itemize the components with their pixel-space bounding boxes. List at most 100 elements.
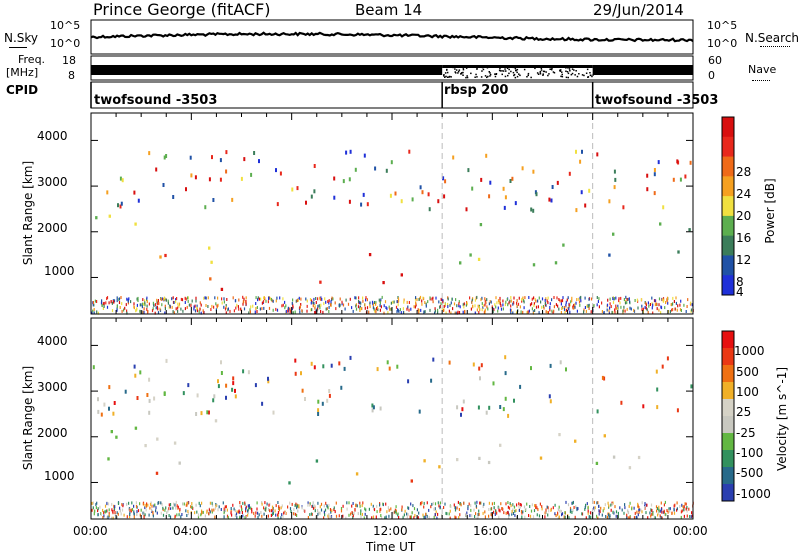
sparse-cell — [313, 189, 316, 194]
noise-cell — [105, 509, 107, 513]
noise-cell — [276, 296, 278, 300]
noise-cell — [312, 506, 315, 510]
noise-cell — [528, 296, 530, 299]
noise-cell — [257, 511, 259, 515]
noise-cell — [641, 510, 643, 514]
noise-cell — [612, 501, 614, 505]
noise-cell — [136, 513, 138, 517]
noise-cell — [230, 507, 232, 510]
noise-cell — [562, 296, 564, 300]
noise-cell — [537, 305, 539, 309]
noise-cell — [434, 507, 436, 511]
nave-dot — [448, 76, 450, 78]
noise-cell — [661, 510, 663, 514]
noise-cell — [300, 297, 302, 301]
noise-cell — [272, 507, 274, 511]
nave-dot — [585, 72, 588, 74]
sparse-cell — [479, 376, 481, 381]
noise-cell — [243, 297, 245, 301]
noise-cell — [289, 307, 291, 311]
noise-cell — [126, 311, 128, 315]
noise-cell — [483, 310, 485, 314]
noise-cell — [282, 297, 284, 301]
noise-cell — [287, 306, 289, 310]
noise-cell — [423, 505, 425, 509]
sparse-cell — [437, 199, 440, 204]
noise-cell — [586, 304, 588, 308]
nave-dot — [512, 71, 515, 74]
noise-cell — [104, 504, 107, 508]
noise-cell — [672, 302, 674, 306]
noise-cell — [278, 505, 280, 509]
data-cell — [382, 281, 385, 285]
sparse-cell — [330, 363, 333, 368]
noise-cell — [546, 299, 548, 303]
nave-dot — [508, 68, 510, 71]
noise-cell — [683, 514, 685, 518]
noise-cell — [330, 515, 333, 518]
noise-cell — [396, 310, 398, 314]
noise-cell — [95, 503, 97, 507]
noise-cell — [612, 296, 614, 300]
noise-cell — [410, 502, 412, 506]
noise-cell — [301, 309, 303, 313]
noise-cell — [683, 505, 685, 509]
noise-cell — [609, 302, 611, 306]
noise-cell — [480, 298, 482, 302]
noise-cell — [243, 307, 246, 311]
noise-cell — [609, 297, 611, 301]
sparse-cell — [328, 393, 331, 398]
nave-dot — [499, 70, 502, 72]
noise-cell — [240, 307, 242, 311]
noise-cell — [167, 301, 169, 305]
noise-cell — [403, 300, 405, 304]
sparse-cell — [317, 412, 320, 416]
noise-cell — [373, 508, 376, 512]
nave-dot — [446, 76, 449, 78]
noise-cell — [223, 511, 225, 515]
noise-cell — [196, 304, 198, 308]
noise-cell — [617, 306, 619, 310]
noise-cell — [478, 509, 480, 513]
noise-cell — [268, 306, 271, 310]
nave-dot — [543, 70, 546, 73]
noise-cell — [327, 300, 329, 303]
sparse-cell — [653, 168, 656, 172]
noise-cell — [324, 297, 326, 301]
noise-cell — [215, 302, 217, 306]
noise-cell — [396, 300, 398, 304]
noise-cell — [631, 507, 633, 511]
noise-cell — [559, 299, 561, 303]
sparse-cell — [461, 407, 464, 412]
noise-cell — [476, 308, 478, 312]
nave-dot — [457, 72, 459, 74]
noise-cell — [241, 508, 243, 512]
noise-cell — [280, 506, 282, 510]
noise-cell — [342, 514, 344, 518]
noise-cell — [465, 513, 467, 517]
noise-cell — [503, 511, 505, 515]
noise-cell — [162, 513, 165, 517]
noise-cell — [164, 307, 166, 311]
noise-cell — [481, 308, 483, 312]
noise-cell — [117, 502, 120, 505]
noise-cell — [660, 311, 662, 315]
noise-cell — [333, 508, 335, 512]
sparse-cell — [322, 364, 325, 369]
noise-cell — [122, 504, 124, 508]
noise-cell — [236, 303, 238, 307]
noise-cell — [299, 305, 301, 309]
noise-cell — [578, 297, 580, 301]
noise-cell — [549, 306, 551, 309]
noise-cell — [204, 296, 206, 300]
noise-cell — [248, 504, 250, 508]
noise-cell — [534, 309, 536, 312]
noise-cell — [261, 502, 263, 506]
noise-cell — [266, 502, 268, 506]
noise-cell — [242, 501, 244, 505]
noise-cell — [113, 504, 115, 508]
noise-cell — [658, 509, 660, 513]
noise-cell — [177, 309, 179, 313]
noise-cell — [648, 304, 650, 308]
nave-tick-high: 60 — [708, 54, 722, 67]
